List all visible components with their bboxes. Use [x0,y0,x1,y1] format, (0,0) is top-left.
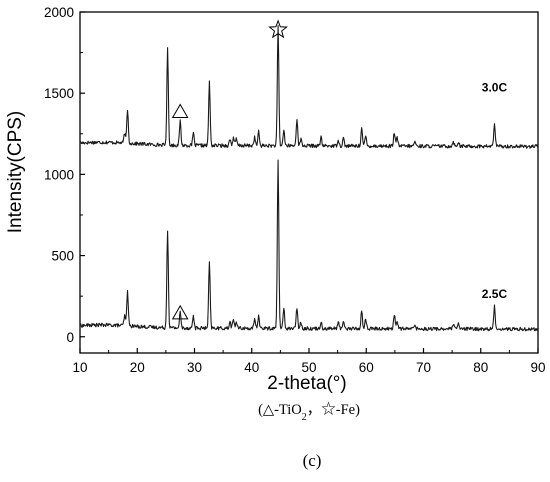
series-layer [79,24,539,332]
star-marker-symbol: ☆ [321,401,336,418]
x-tick-label: 20 [130,360,145,375]
series-line-2-5C [79,159,539,332]
series-label-3-0C: 3.0C [482,81,508,95]
tio2-label: -TiO [274,402,302,418]
y-axis-ticks: 0 500 1000 1500 2000 [44,5,85,345]
y-tick-label: 2000 [44,5,74,20]
marker-legend-note: (△-TiO2，☆-Fe) [258,401,360,423]
x-tick-label: 40 [244,360,259,375]
series-label-2-5C: 2.5C [482,287,508,301]
series-line-3-0C [79,24,539,149]
x-tick-label: 80 [473,360,488,375]
x-tick-label: 50 [301,360,316,375]
tio2-triangle-marker [171,103,189,119]
y-axis-title: Intensity(CPS) [5,111,26,233]
fe-star-marker [268,19,288,39]
tio2-triangle-marker [171,304,189,320]
plot-border [79,11,539,354]
panel-label: (c) [303,451,322,470]
fe-label: -Fe) [336,402,360,418]
y-tick-label: 0 [66,330,74,345]
y-tick-label: 1000 [44,167,74,182]
x-tick-label: 90 [530,360,545,375]
annotation-layer: 3.0C 2.5C [171,19,508,320]
legend-open-paren: ( [258,402,263,418]
x-tick-label: 30 [187,360,202,375]
y-tick-label: 1500 [44,86,74,101]
y-tick-label: 500 [51,249,74,264]
x-tick-label: 10 [72,360,87,375]
x-axis-ticks: 10 20 30 40 50 60 70 80 90 [72,348,546,375]
triangle-marker-symbol: △ [263,402,275,418]
x-tick-label: 60 [359,360,374,375]
x-tick-label: 70 [416,360,431,375]
plot-frame [79,11,539,354]
x-axis-title: 2-theta(°) [267,373,346,394]
legend-separator: ， [307,402,322,418]
tio2-subscript: 2 [302,412,307,423]
